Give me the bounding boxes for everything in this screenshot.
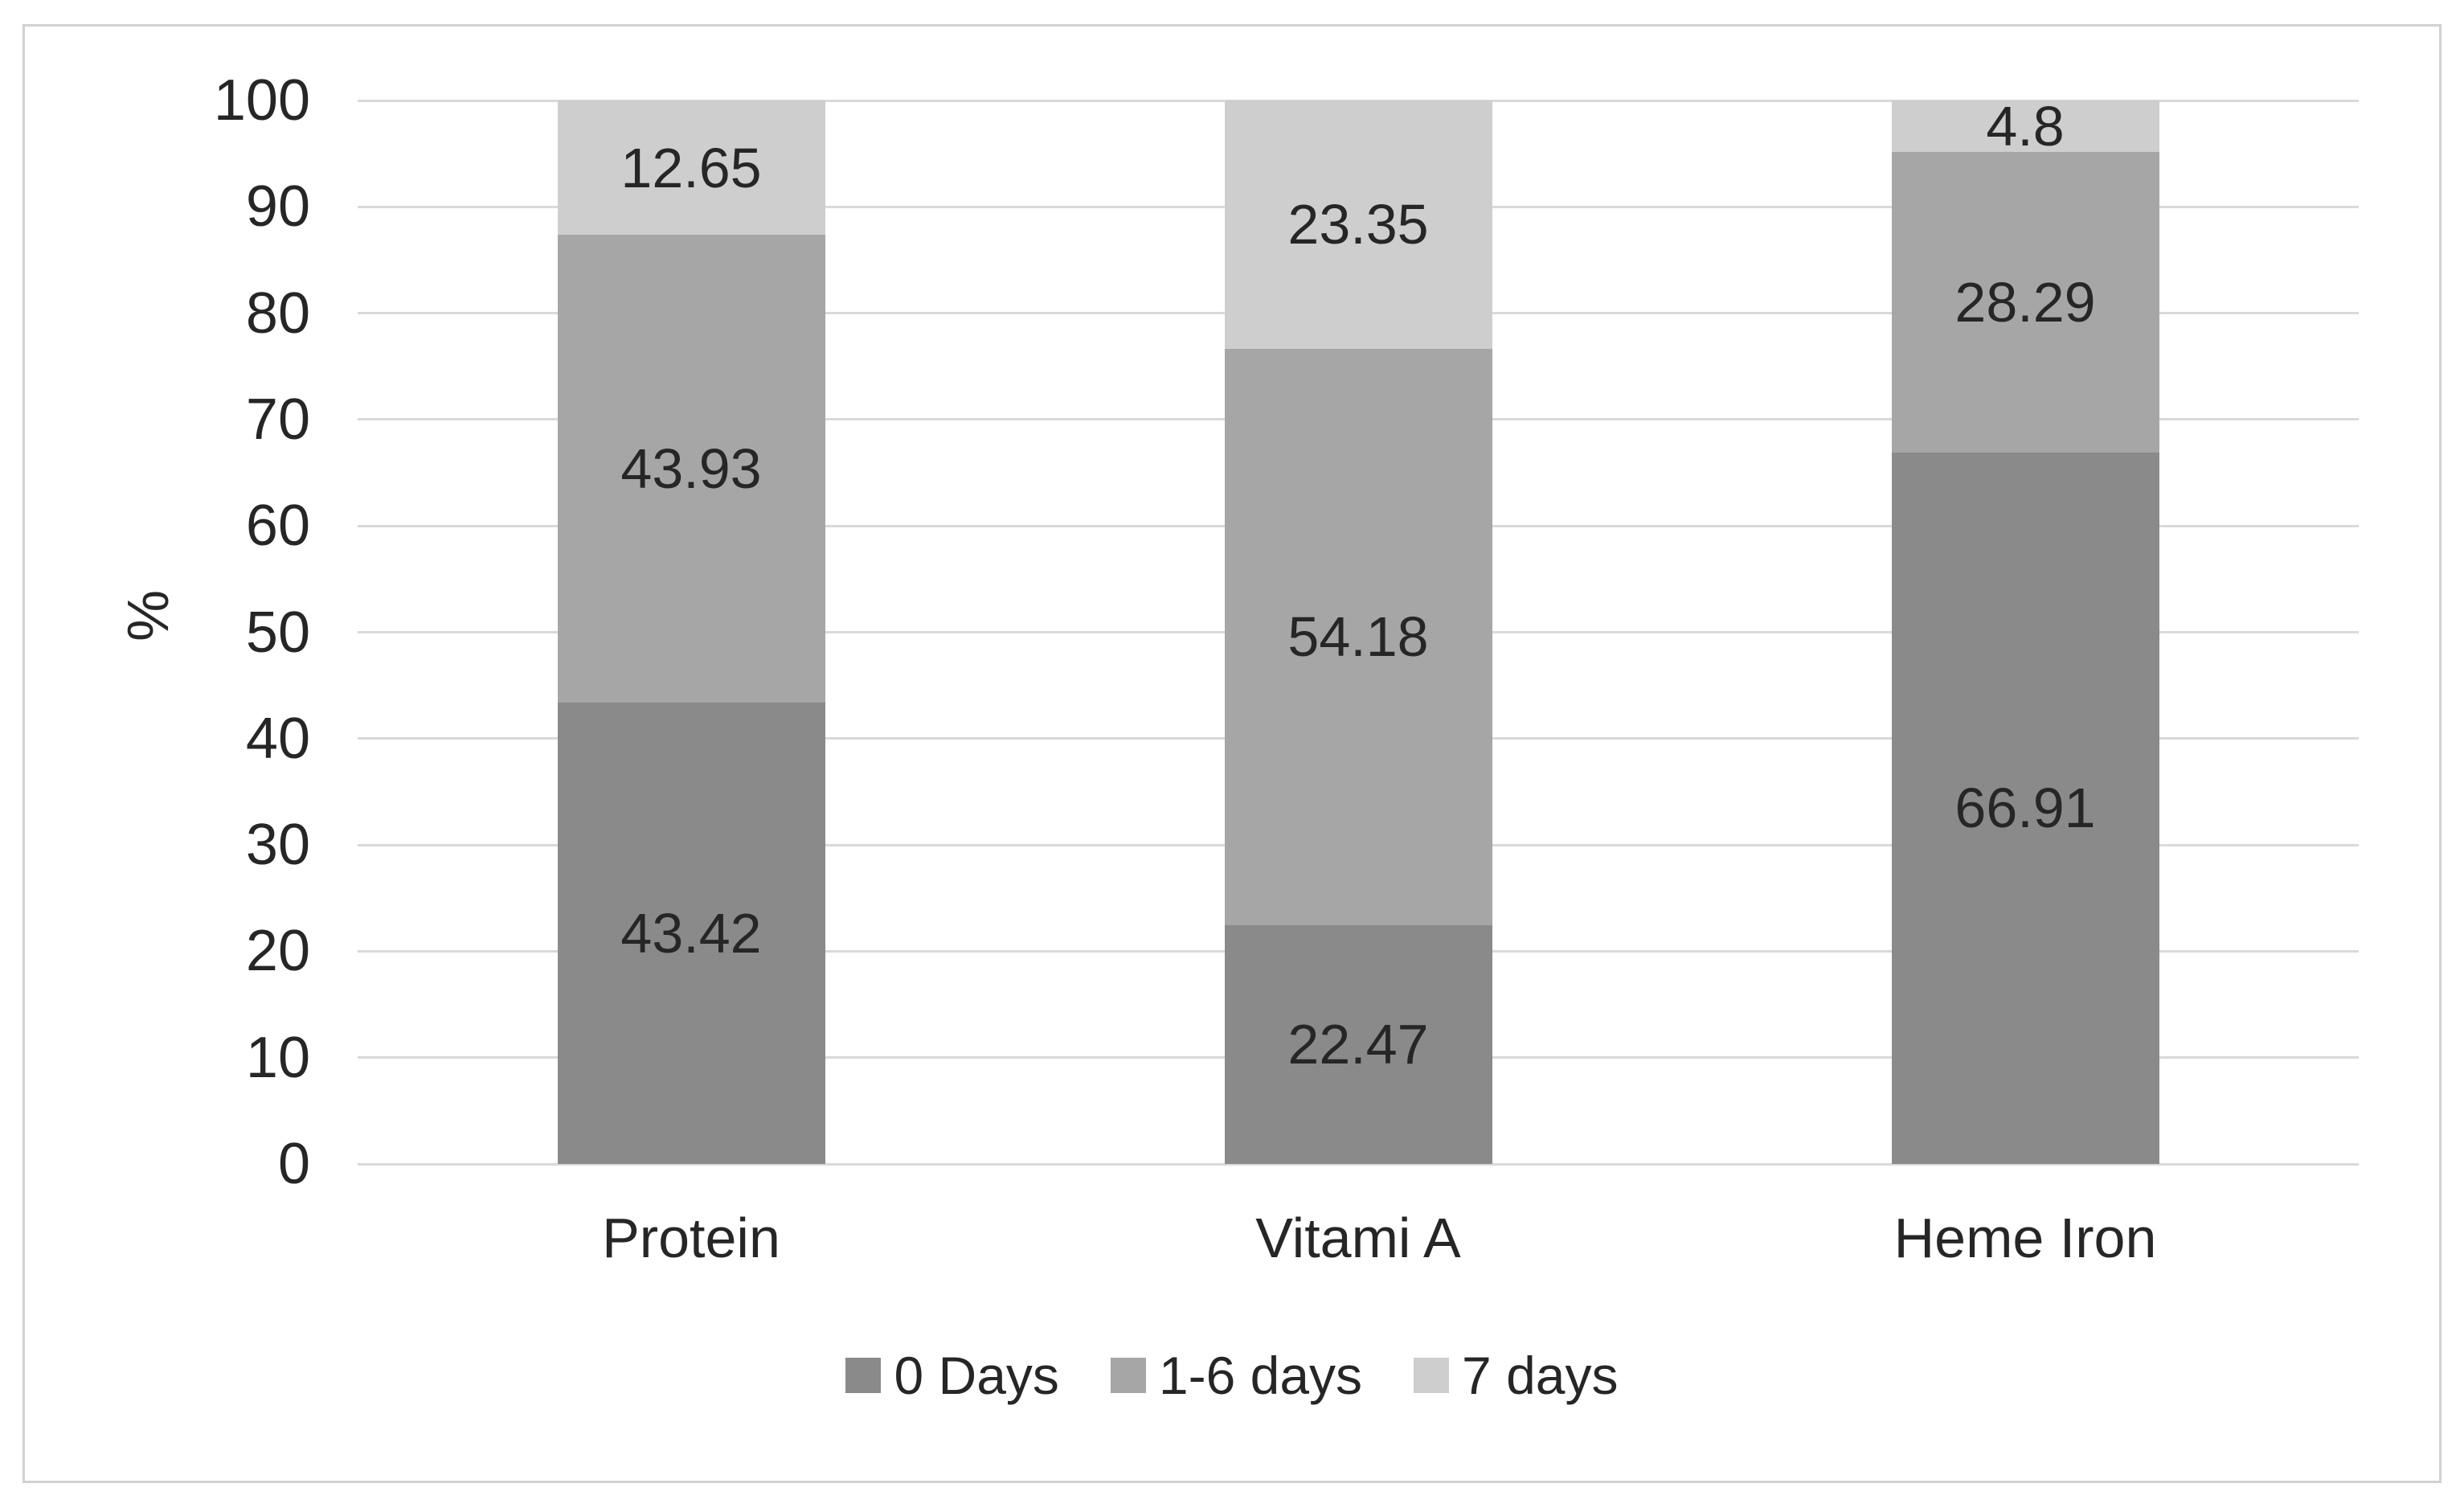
category-label-heme-iron: Heme Iron	[1893, 1207, 2157, 1269]
data-label-protein-0-days: 43.42	[620, 901, 762, 965]
legend-item-0-days: 0 Days	[845, 1346, 1059, 1405]
y-tick-label-80: 80	[245, 281, 310, 346]
bar-segment-heme-iron-7-days: 4.8	[1891, 94, 2159, 158]
bar-segment-vitami-a-7-days: 23.35	[1224, 100, 1492, 349]
y-tick-label-90: 90	[245, 174, 310, 240]
bar-segment-vitami-a-1-6-days: 54.18	[1224, 348, 1492, 925]
gridline-100	[358, 99, 2359, 102]
data-label-heme-iron-1-6-days: 28.29	[1954, 270, 2096, 334]
category-label-protein: Protein	[602, 1207, 780, 1269]
bar-segment-heme-iron-0-days: 66.91	[1891, 452, 2159, 1164]
data-label-vitami-a-0-days: 22.47	[1287, 1013, 1429, 1076]
legend-item-1-6-days: 1-6 days	[1110, 1346, 1363, 1405]
y-tick-label-60: 60	[245, 494, 310, 559]
data-label-heme-iron-7-days: 4.8	[1986, 94, 2065, 158]
data-label-protein-7-days: 12.65	[620, 136, 762, 199]
data-label-heme-iron-0-days: 66.91	[1954, 777, 2096, 840]
legend-label-0-days: 0 Days	[894, 1346, 1059, 1405]
legend-label-1-6-days: 1-6 days	[1158, 1346, 1363, 1405]
bar-segment-protein-7-days: 12.65	[557, 100, 825, 236]
y-tick-label-50: 50	[245, 600, 310, 665]
data-label-vitami-a-7-days: 23.35	[1287, 193, 1429, 256]
gridline-0	[358, 1162, 2359, 1166]
y-tick-label-40: 40	[245, 706, 310, 771]
legend-swatch-icon-1-6-days	[1110, 1358, 1146, 1393]
bar-segment-protein-1-6-days: 43.93	[557, 235, 825, 703]
y-tick-label-10: 10	[245, 1025, 310, 1090]
bar-segment-protein-0-days: 43.42	[557, 702, 825, 1164]
data-label-protein-1-6-days: 43.93	[620, 436, 762, 500]
bar-segment-heme-iron-1-6-days: 28.29	[1891, 151, 2159, 453]
legend-swatch-icon-0-days	[845, 1358, 882, 1393]
data-label-vitami-a-1-6-days: 54.18	[1287, 605, 1429, 669]
y-tick-label-70: 70	[245, 387, 310, 452]
legend-swatch-icon-7-days	[1414, 1358, 1450, 1393]
legend-label-7-days: 7 days	[1462, 1346, 1619, 1405]
y-tick-label-0: 0	[277, 1132, 310, 1196]
category-label-vitami-a: Vitami A	[1255, 1207, 1461, 1269]
legend: 0 Days 1-6 days 7 days	[0, 1349, 2464, 1402]
y-tick-label-20: 20	[245, 919, 310, 984]
y-tick-label-30: 30	[245, 813, 310, 878]
plot-area: 43.42 43.93 12.65 22.47 54.18 23.35 66.91 28.29…	[358, 94, 2359, 1166]
y-tick-label-100: 100	[213, 68, 310, 133]
bar-segment-vitami-a-0-days: 22.47	[1224, 924, 1492, 1164]
legend-item-7-days: 7 days	[1414, 1346, 1619, 1405]
